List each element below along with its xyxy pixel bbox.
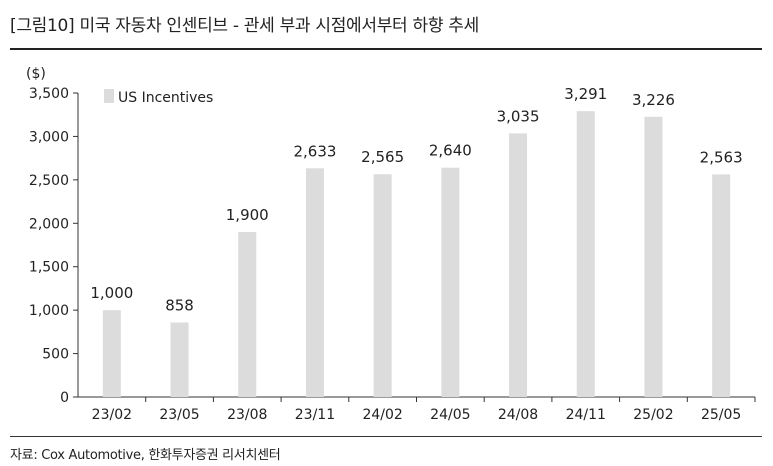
data-label: 2,633: [293, 142, 336, 160]
y-tick-label: 2,000: [29, 216, 69, 232]
data-label: 3,035: [497, 107, 540, 125]
bar-24-08: [509, 133, 528, 398]
x-tick-label: 24/11: [566, 407, 606, 423]
bar-23-11: [305, 168, 324, 397]
bar-25-02: [644, 116, 663, 397]
data-label: 3,226: [632, 91, 675, 109]
data-label: 3,291: [564, 85, 607, 103]
bar-25-05: [712, 174, 731, 397]
x-tick-label: 24/02: [362, 407, 402, 423]
bar-24-05: [441, 167, 460, 397]
x-tick-label: 25/02: [633, 407, 673, 423]
x-tick-label: 25/05: [701, 407, 741, 423]
y-tick-label: 3,500: [29, 86, 69, 102]
x-tick-label: 23/11: [295, 407, 335, 423]
chart-title: [그림10] 미국 자동차 인센티브 - 관세 부과 시점에서부터 하향 추세: [10, 16, 479, 36]
data-label: 2,640: [429, 142, 472, 160]
y-tick-label: 0: [60, 390, 69, 406]
bar-24-11: [576, 111, 595, 398]
legend-label: US Incentives: [118, 90, 213, 106]
x-tick-label: 24/05: [430, 407, 470, 423]
data-label: 858: [165, 296, 194, 314]
y-tick-label: 1,000: [29, 303, 69, 319]
legend-swatch: [104, 89, 114, 103]
x-tick-label: 23/02: [92, 407, 132, 423]
x-tick-label: 24/08: [498, 407, 538, 423]
bar-23-08: [238, 231, 257, 397]
bar-24-02: [373, 174, 392, 397]
bar-23-02: [102, 310, 121, 397]
title-divider: [10, 48, 762, 50]
y-unit-label: ($): [26, 66, 46, 82]
source-note: 자료: Cox Automotive, 한화투자증권 리서치센터: [10, 448, 281, 463]
x-tick-label: 23/08: [227, 407, 267, 423]
footer-divider: [10, 436, 762, 437]
y-tick-label: 500: [42, 347, 69, 363]
data-label: 2,565: [361, 148, 404, 166]
y-tick-label: 2,500: [29, 173, 69, 189]
data-label: 1,900: [226, 206, 269, 224]
data-label: 1,000: [90, 284, 133, 302]
y-tick-label: 1,500: [29, 260, 69, 276]
data-label: 2,563: [700, 148, 743, 166]
bar-23-05: [170, 322, 189, 397]
x-tick-label: 23/05: [159, 407, 199, 423]
y-tick-label: 3,000: [29, 129, 69, 145]
